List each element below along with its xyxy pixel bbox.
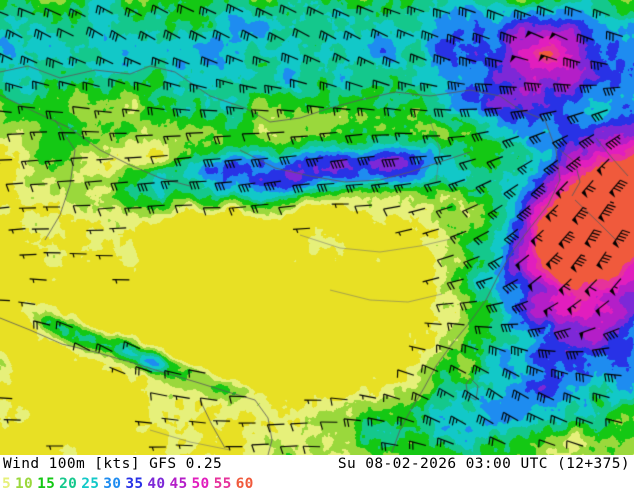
scale-tick-35[interactable]: 35: [125, 476, 144, 490]
scale-tick-45[interactable]: 45: [169, 476, 188, 490]
scale-tick-60[interactable]: 60: [235, 476, 254, 490]
scale-tick-55[interactable]: 55: [213, 476, 232, 490]
scale-tick-25[interactable]: 25: [81, 476, 100, 490]
info-bar: Wind 100m [kts] GFS 0.25 Su 08-02-2026 0…: [0, 455, 634, 490]
map-viewport[interactable]: [0, 0, 634, 455]
scale-tick-15[interactable]: 15: [37, 476, 56, 490]
scale-tick-30[interactable]: 30: [103, 476, 122, 490]
scale-tick-40[interactable]: 40: [147, 476, 166, 490]
scale-tick-50[interactable]: 50: [191, 476, 210, 490]
scale-tick-10[interactable]: 10: [15, 476, 34, 490]
valid-timestamp: Su 08-02-2026 03:00 UTC (12+375): [337, 456, 630, 472]
scale-tick-5[interactable]: 5: [2, 476, 12, 490]
scale-tick-20[interactable]: 20: [59, 476, 78, 490]
wind-speed-heatmap: [0, 0, 634, 455]
product-title: Wind 100m [kts] GFS 0.25: [3, 456, 223, 472]
wind-speed-scale[interactable]: 5 10 15 20 25 30 35 40 45 50 55 60: [2, 473, 258, 490]
